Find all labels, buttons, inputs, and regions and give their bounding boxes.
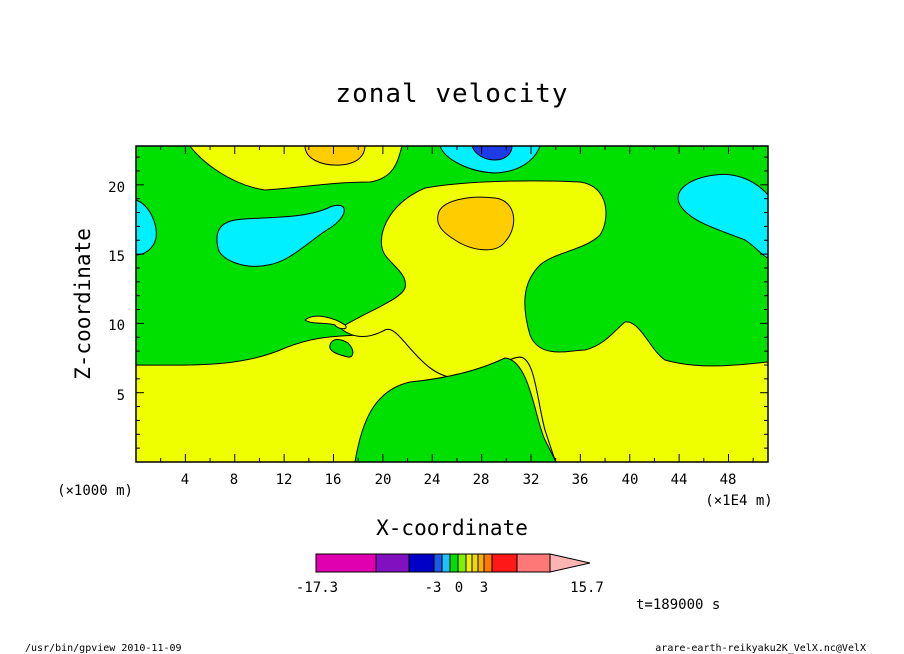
footer-left: /usr/bin/gpview 2010-11-09: [25, 643, 182, 654]
y-tick-label: 10: [108, 318, 125, 334]
x-unit-right: (×1E4 m): [705, 493, 772, 509]
footer-right: arare-earth-reikyaku2K_VelX.nc@VelX: [655, 643, 866, 654]
x-unit-left: (×1000 m): [57, 483, 133, 499]
colorbar-swatch: [491, 553, 518, 573]
y-tick-label: 20: [108, 180, 125, 196]
y-axis-label: Z-coordinate: [71, 228, 95, 380]
colorbar-label: 3: [480, 580, 488, 596]
contour-region-cyan-left: [216, 204, 345, 267]
colorbar-overflow-arrow: [549, 553, 591, 573]
colorbar-max-label: 15.7: [570, 580, 604, 596]
contour-region-orange-top: [304, 145, 366, 166]
x-tick-label: 24: [424, 472, 441, 488]
contour-region-orange-center: [437, 196, 515, 251]
y-tick-label: 5: [117, 388, 125, 404]
x-tick-label: 20: [375, 472, 392, 488]
x-tick-label: 12: [276, 472, 293, 488]
contour-region-yellow-tongue: [304, 315, 347, 330]
plot-area: [135, 145, 769, 463]
colorbar-swatch: [449, 553, 459, 573]
colorbar-swatch: [375, 553, 410, 573]
x-tick-label: 48: [720, 472, 737, 488]
x-tick-label: 28: [473, 472, 490, 488]
x-axis-label: X-coordinate: [376, 516, 528, 540]
x-tick-label: 40: [622, 472, 639, 488]
x-tick-label: 44: [671, 472, 688, 488]
x-tick-labels: 4 8 12 16 20 24 28 32 36 40 44 48: [181, 472, 737, 488]
contour-region-green-lower: [354, 357, 557, 463]
contour-region-green-island: [329, 339, 354, 358]
x-tick-label: 32: [523, 472, 540, 488]
colorbar-swatch: [465, 553, 473, 573]
y-tick-label: 15: [108, 249, 125, 265]
x-tick-label: 36: [572, 472, 589, 488]
colorbar-swatch: [441, 553, 451, 573]
colorbar: [315, 553, 591, 573]
chart-title: zonal velocity: [335, 79, 568, 109]
colorbar-swatch: [433, 553, 443, 573]
plot-frame: [135, 145, 769, 463]
y-tick-labels: 5 10 15 20: [108, 180, 125, 404]
colorbar-swatch: [457, 553, 467, 573]
colorbar-swatch: [315, 553, 377, 573]
colorbar-swatch: [483, 553, 493, 573]
contour-region-cyan-right: [677, 173, 769, 259]
x-tick-label: 4: [181, 472, 189, 488]
colorbar-swatch: [477, 553, 485, 573]
colorbar-swatch: [408, 553, 435, 573]
x-tick-label: 8: [230, 472, 238, 488]
colorbar-swatch: [516, 553, 551, 573]
time-label: t=189000 s: [636, 597, 720, 613]
x-tick-label: 16: [325, 472, 342, 488]
colorbar-swatch: [471, 553, 479, 573]
tick-marks: [136, 146, 768, 462]
colorbar-min-label: -17.3: [296, 580, 338, 596]
colorbar-label: 0: [455, 580, 463, 596]
colorbar-label: -3: [425, 580, 442, 596]
